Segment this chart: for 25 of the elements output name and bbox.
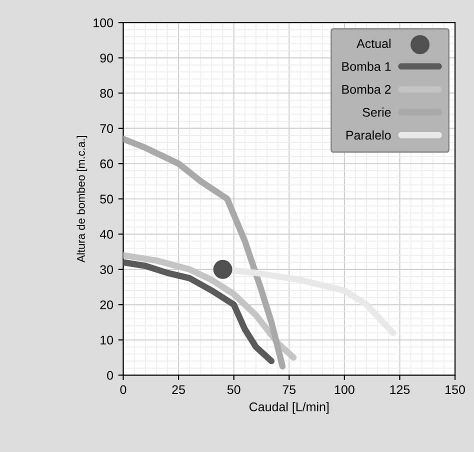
y-tick-label: 10 [100, 336, 114, 345]
y-tick-label: 90 [100, 54, 114, 63]
y-tick-label: 40 [100, 230, 114, 239]
legend-label: Bomba 1 [342, 62, 391, 71]
x-tick-label: 125 [390, 385, 410, 394]
y-tick-label: 70 [100, 124, 114, 134]
y-tick-label: 100 [94, 18, 114, 28]
x-tick-label: 150 [446, 385, 465, 394]
legend-label: Serie [362, 108, 391, 117]
x-tick-label: 25 [172, 385, 185, 394]
y-tick-label: 30 [100, 265, 114, 274]
y-tick-label: 0 [107, 370, 114, 380]
x-axis-title: Caudal [L/min] [249, 402, 329, 414]
y-tick-label: 60 [100, 159, 114, 168]
y-tick-label: 50 [100, 194, 114, 204]
x-tick-label: 0 [120, 385, 126, 394]
x-tick-label: 100 [334, 385, 354, 394]
y-tick-label: 20 [100, 300, 114, 310]
y-tick-label: 80 [100, 88, 114, 98]
x-tick-label: 50 [227, 385, 240, 394]
y-axis-title: Altura de bombeo [m.c.a.] [76, 136, 88, 262]
legend-label: Paralelo [346, 130, 391, 140]
legend-label: Bomba 2 [342, 84, 391, 94]
legend-label: Actual [356, 38, 390, 48]
x-tick-label: 75 [282, 385, 296, 394]
